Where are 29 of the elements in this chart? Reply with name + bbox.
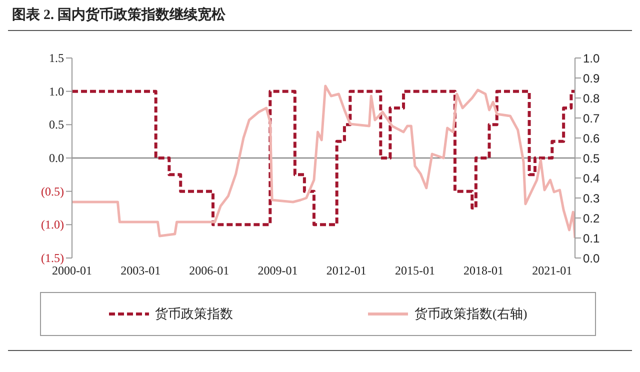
x-tick-label: 2006-01 <box>189 264 230 278</box>
x-tick-label: 2018-01 <box>464 264 504 278</box>
legend-label: 货币政策指数(右轴) <box>414 305 528 323</box>
x-tick-label: 2012-01 <box>326 264 366 278</box>
y2-tick-label: 0.4 <box>583 171 600 186</box>
y-tick-label: 0.0 <box>49 151 64 165</box>
y2-tick-label: 0.5 <box>583 151 600 166</box>
x-tick-label: 2015-01 <box>394 264 435 278</box>
x-tick-label: 2003-01 <box>120 264 161 278</box>
y-tick-label: (1.0) <box>41 218 64 232</box>
y2-tick-label: 0.0 <box>583 251 600 266</box>
y2-tick-label: 0.7 <box>583 111 600 126</box>
y-tick-label: 0.5 <box>49 118 64 132</box>
legend-label: 货币政策指数 <box>154 305 233 323</box>
x-tick-label: 2000-01 <box>52 264 92 278</box>
y2-tick-label: 0.8 <box>583 91 600 106</box>
y2-tick-label: 0.1 <box>583 231 600 246</box>
x-tick-label: 2009-01 <box>258 264 298 278</box>
y2-tick-label: 0.9 <box>583 71 600 86</box>
y2-tick-label: 0.6 <box>583 131 600 146</box>
y-tick-label: 1.0 <box>49 84 64 98</box>
x-tick-label: 2021-01 <box>532 264 572 278</box>
y2-tick-label: 0.3 <box>583 191 600 206</box>
y2-tick-label: 1.0 <box>583 51 600 66</box>
y-tick-label: 1.5 <box>49 51 64 65</box>
chart-title: 图表 2. 国内货币政策指数继续宽松 <box>12 6 226 24</box>
y-tick-label: (0.5) <box>41 184 64 198</box>
y-tick-label: (1.5) <box>41 251 64 265</box>
y2-tick-label: 0.2 <box>583 211 600 226</box>
